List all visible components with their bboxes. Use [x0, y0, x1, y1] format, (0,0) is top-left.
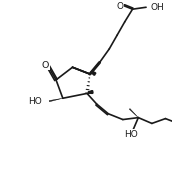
Polygon shape [129, 109, 138, 118]
Text: O: O [42, 61, 49, 70]
Text: O: O [116, 2, 123, 11]
Text: HO: HO [124, 130, 137, 139]
Polygon shape [49, 98, 63, 102]
Text: OH: OH [151, 3, 165, 12]
Text: HO: HO [28, 97, 41, 106]
